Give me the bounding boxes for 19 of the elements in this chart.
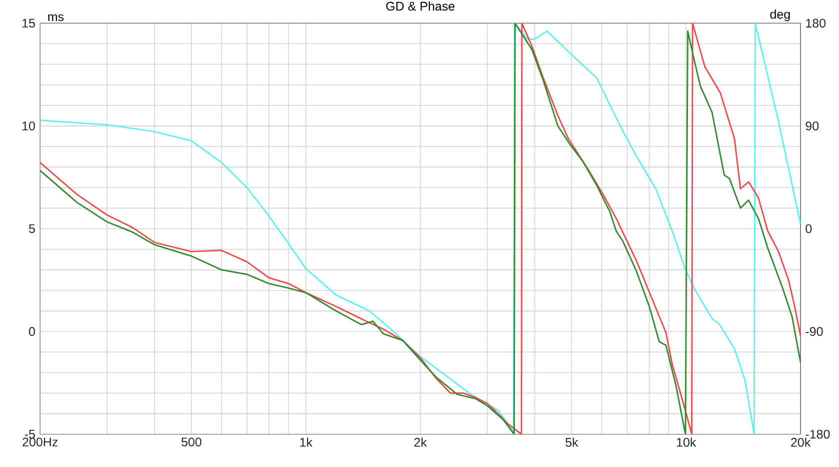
y-tick-label: 10	[22, 122, 35, 130]
y-tick-label: 0	[28, 327, 35, 336]
x-tick-label: 5k	[566, 438, 578, 447]
y-axis-title: ms	[48, 14, 64, 22]
x-tick-label: 200Hz	[22, 438, 58, 447]
y2-axis-title: deg	[770, 10, 790, 22]
x-tick-label: 10k	[676, 438, 696, 447]
x-tick-label: 20k	[791, 438, 811, 447]
y2-tick-label: -180	[806, 430, 830, 439]
y-tick-label: 15	[22, 18, 35, 28]
y2-tick-label: 180	[806, 18, 826, 28]
y2-tick-label: 90	[806, 122, 819, 130]
chart-title: GD & Phase	[386, 2, 454, 11]
y2-tick-label: -90	[806, 327, 823, 336]
y2-tick-label: 0	[806, 224, 812, 234]
y-tick-label: 5	[28, 224, 35, 234]
x-tick-label: 2k	[414, 438, 427, 447]
x-tick-label: 500	[181, 438, 202, 447]
x-tick-label: 1k	[300, 438, 312, 447]
